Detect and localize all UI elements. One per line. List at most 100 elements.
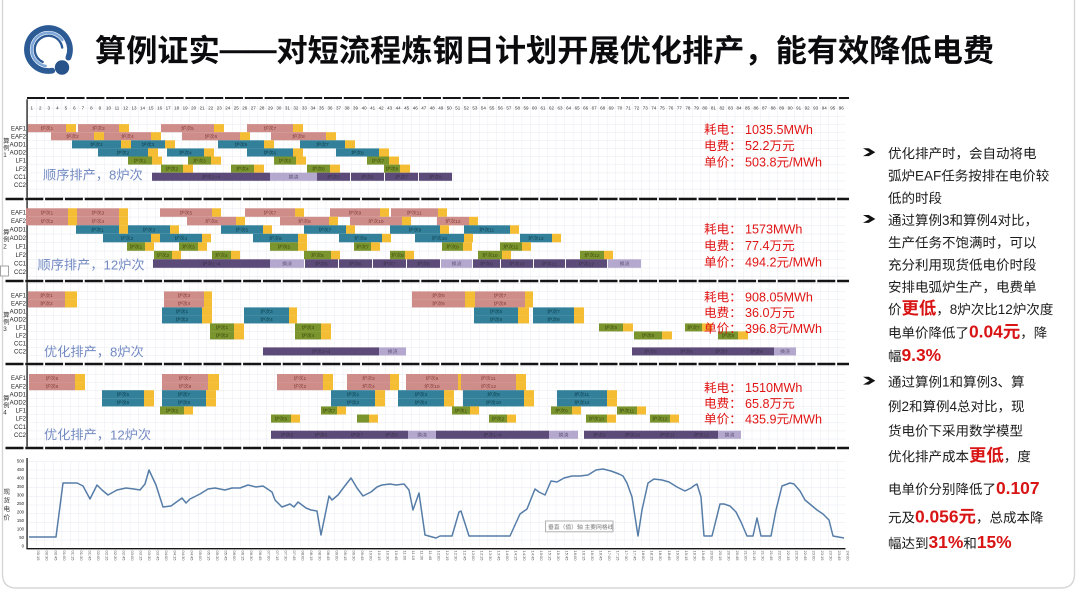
svg-text:75: 75 (660, 105, 666, 110)
svg-text:07:00: 07:00 (266, 551, 271, 562)
svg-text:12: 12 (704, 433, 710, 439)
svg-text:3: 3 (372, 376, 375, 382)
svg-text:10: 10 (492, 253, 498, 259)
svg-text:27: 27 (251, 105, 257, 110)
svg-text:3: 3 (312, 325, 315, 331)
svg-text:52.2: 52.2 (745, 139, 770, 153)
svg-text:15:45: 15:45 (565, 551, 570, 562)
svg-text:2: 2 (902, 399, 910, 414)
svg-text:4: 4 (189, 150, 192, 156)
svg-text:EAF2: EAF2 (11, 384, 27, 390)
svg-text:6: 6 (442, 301, 445, 307)
svg-text:/MWh: /MWh (789, 412, 822, 426)
svg-text:01:30: 01:30 (79, 551, 84, 562)
svg-text:LF1: LF1 (16, 245, 27, 251)
svg-text:503.8: 503.8 (745, 156, 777, 170)
svg-text:05:15: 05:15 (207, 551, 212, 562)
svg-text:8: 8 (364, 236, 367, 242)
svg-text:6: 6 (73, 105, 76, 110)
svg-text:10: 10 (434, 384, 440, 390)
svg-text:22:30: 22:30 (795, 551, 800, 562)
svg-text:08:15: 08:15 (309, 551, 314, 562)
svg-text:10: 10 (635, 433, 641, 439)
svg-text:22:00: 22:00 (778, 551, 783, 562)
svg-text:1~4: 1~4 (322, 349, 331, 355)
svg-text:0.04: 0.04 (969, 322, 1003, 342)
svg-text:10: 10 (378, 219, 384, 225)
svg-text:10: 10 (442, 236, 448, 242)
svg-text:53: 53 (472, 105, 478, 110)
svg-text:73: 73 (643, 105, 649, 110)
svg-text:AOD2: AOD2 (10, 236, 27, 242)
svg-text:4: 4 (246, 166, 249, 172)
svg-text:46: 46 (413, 105, 419, 110)
svg-text:7: 7 (329, 227, 332, 233)
svg-text:60: 60 (532, 105, 538, 110)
svg-text:01:15: 01:15 (70, 551, 75, 562)
svg-text:1: 1 (100, 142, 103, 148)
svg-text:92: 92 (805, 105, 811, 110)
svg-text:1~4: 1~4 (212, 175, 221, 181)
svg-text:04:45: 04:45 (190, 551, 195, 562)
svg-text:89: 89 (779, 105, 785, 110)
svg-text:150: 150 (17, 518, 25, 523)
svg-text:23:00: 23:00 (812, 551, 817, 562)
svg-text:LF1: LF1 (16, 159, 27, 165)
svg-text:15:00: 15:00 (539, 551, 544, 562)
svg-text:11: 11 (417, 210, 422, 216)
svg-text:908.05MWh: 908.05MWh (745, 290, 813, 304)
svg-text:12: 12 (589, 261, 595, 267)
svg-text:94: 94 (822, 105, 828, 110)
svg-text:20: 20 (191, 105, 197, 110)
svg-text:37: 37 (336, 105, 342, 110)
svg-text:11: 11 (552, 261, 557, 267)
svg-text:3: 3 (203, 158, 206, 164)
svg-text:11: 11 (491, 376, 496, 382)
svg-text:2: 2 (3, 244, 7, 251)
svg-text:49: 49 (438, 105, 444, 110)
svg-text:8: 8 (504, 301, 507, 307)
svg-text:3: 3 (270, 309, 273, 315)
svg-text:4: 4 (270, 317, 273, 323)
svg-text:AOD1: AOD1 (10, 142, 27, 148)
svg-text:/MWh: /MWh (789, 322, 822, 336)
svg-text:CC1: CC1 (14, 342, 27, 348)
svg-text:1: 1 (50, 293, 53, 299)
svg-text:10:00: 10:00 (369, 551, 374, 562)
svg-text:0.107: 0.107 (996, 478, 1040, 498)
svg-text:LF1: LF1 (16, 326, 27, 332)
svg-text:20:45: 20:45 (735, 551, 740, 562)
svg-text:07:30: 07:30 (283, 551, 288, 562)
svg-text:EAF1: EAF1 (11, 294, 27, 300)
svg-text:AOD1: AOD1 (10, 310, 27, 316)
svg-text:9.3%: 9.3% (902, 345, 942, 365)
svg-text:3: 3 (102, 210, 105, 216)
svg-text:CC2: CC2 (14, 350, 27, 356)
svg-text:19:45: 19:45 (701, 551, 706, 562)
svg-text:9: 9 (419, 227, 422, 233)
svg-text:9: 9 (456, 244, 459, 250)
svg-text:11:30: 11:30 (420, 551, 425, 561)
svg-text:42: 42 (379, 105, 385, 110)
svg-text:17:30: 17:30 (624, 551, 629, 562)
svg-text:17: 17 (166, 105, 172, 110)
svg-text:06:15: 06:15 (241, 551, 246, 562)
svg-text:5: 5 (190, 210, 193, 216)
svg-text:51: 51 (455, 105, 461, 110)
svg-text:12: 12 (538, 236, 544, 242)
svg-text:9: 9 (565, 408, 568, 414)
svg-text:05:30: 05:30 (215, 551, 220, 562)
svg-text:12: 12 (123, 105, 129, 110)
svg-text:19:00: 19:00 (675, 551, 680, 562)
svg-text:5: 5 (65, 105, 68, 110)
svg-text:45: 45 (404, 105, 410, 110)
svg-text:450: 450 (17, 467, 25, 472)
svg-text:21:30: 21:30 (760, 551, 765, 562)
svg-text:41: 41 (370, 105, 376, 110)
svg-text:31%: 31% (929, 532, 964, 552)
svg-text:1: 1 (465, 408, 468, 414)
svg-text:5: 5 (337, 175, 340, 181)
svg-text:435.9: 435.9 (745, 412, 777, 426)
svg-text:5: 5 (246, 227, 249, 233)
svg-text:3: 3 (942, 213, 950, 228)
